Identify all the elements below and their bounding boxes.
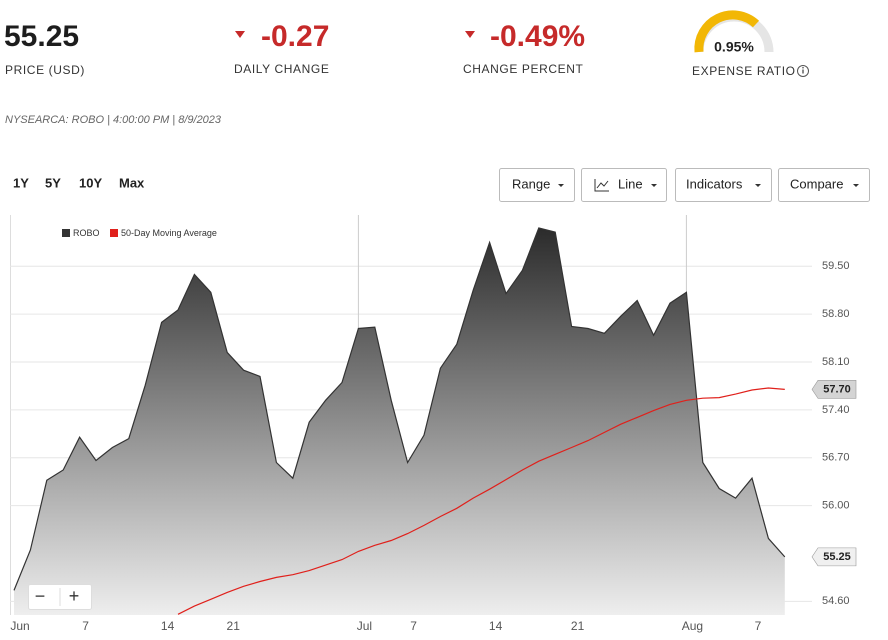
caret [853, 184, 859, 187]
info-icon-dot [802, 66, 804, 69]
period-button[interactable]: 10Y [79, 175, 102, 190]
menu-button[interactable] [778, 168, 870, 202]
ma-last-badge: 57.70 [823, 383, 851, 395]
line-icon [594, 179, 609, 192]
menu-label[interactable]: Range [512, 176, 550, 191]
price-last-badge-bg [811, 547, 857, 567]
quote-meta: NYSEARCA: ROBO | 4:00:00 PM | 8/9/2023 [5, 114, 222, 126]
x-tick-label: 14 [489, 619, 503, 633]
menu-button[interactable] [675, 168, 772, 202]
menu-label[interactable]: Compare [790, 176, 843, 191]
period-button[interactable]: 5Y [45, 175, 61, 190]
down-arrow [235, 31, 245, 38]
expense-ratio-label: EXPENSE RATIO [692, 64, 796, 78]
daily-change-label: DAILY CHANGE [234, 62, 329, 76]
price-last-badge: 55.25 [823, 551, 851, 563]
price-label: PRICE (USD) [5, 63, 85, 77]
moving-average-line [177, 387, 785, 615]
down-arrow [465, 31, 475, 38]
x-tick-label: 7 [82, 619, 89, 633]
area-fill [14, 228, 785, 615]
gauge-fill [694, 10, 760, 53]
x-tick-label: Jun [10, 619, 29, 633]
legend-label: ROBO [73, 228, 100, 238]
x-tick-label: 7 [755, 619, 762, 633]
menu-button[interactable] [499, 168, 575, 202]
menu-label[interactable]: Indicators [686, 176, 743, 191]
y-tick-label: 59.50 [822, 260, 850, 272]
daily-change: -0.27 [261, 20, 329, 53]
y-tick-label: 56.70 [822, 452, 850, 464]
plot: 54.60 56.00 56.70 57.40 58.10 58.80 59.50 Jun 7 1… [10, 215, 857, 633]
info-icon[interactable] [797, 65, 809, 77]
y-tick-label: 58.80 [822, 308, 850, 320]
caret [558, 184, 564, 187]
zoom-out[interactable]: − [35, 586, 46, 606]
caret [755, 184, 761, 187]
period-button[interactable]: 1Y [13, 175, 29, 190]
legend-label: 50-Day Moving Average [121, 228, 217, 238]
x-tick-label: Aug [682, 619, 703, 633]
y-tick-label: 58.10 [822, 356, 850, 368]
info-icon-bar [802, 69, 804, 74]
legend-swatch [110, 229, 118, 237]
y-tick-label: 54.60 [822, 595, 850, 607]
y-tick-label: 56.00 [822, 500, 850, 512]
x-tick-label: 21 [227, 619, 241, 633]
menu-button[interactable] [581, 168, 667, 202]
y-tick-label: 57.40 [822, 404, 850, 416]
x-tick-label: Jul [357, 619, 372, 633]
price: 55.25 [4, 20, 79, 53]
period-button[interactable]: Max [119, 175, 145, 190]
legend-swatch [62, 229, 70, 237]
x-tick-label: 7 [410, 619, 417, 633]
ma-last-badge-bg [811, 380, 857, 399]
x-tick-label: 14 [161, 619, 175, 633]
zoom-in[interactable]: + [69, 586, 80, 606]
menu-label[interactable]: Line [618, 176, 643, 191]
change-percent-label: CHANGE PERCENT [463, 62, 583, 76]
price-line [13, 227, 786, 591]
x-tick-label: 21 [571, 619, 585, 633]
change-percent: -0.49% [490, 20, 585, 53]
caret [651, 184, 657, 187]
expense-ratio: 0.95% [714, 39, 754, 55]
